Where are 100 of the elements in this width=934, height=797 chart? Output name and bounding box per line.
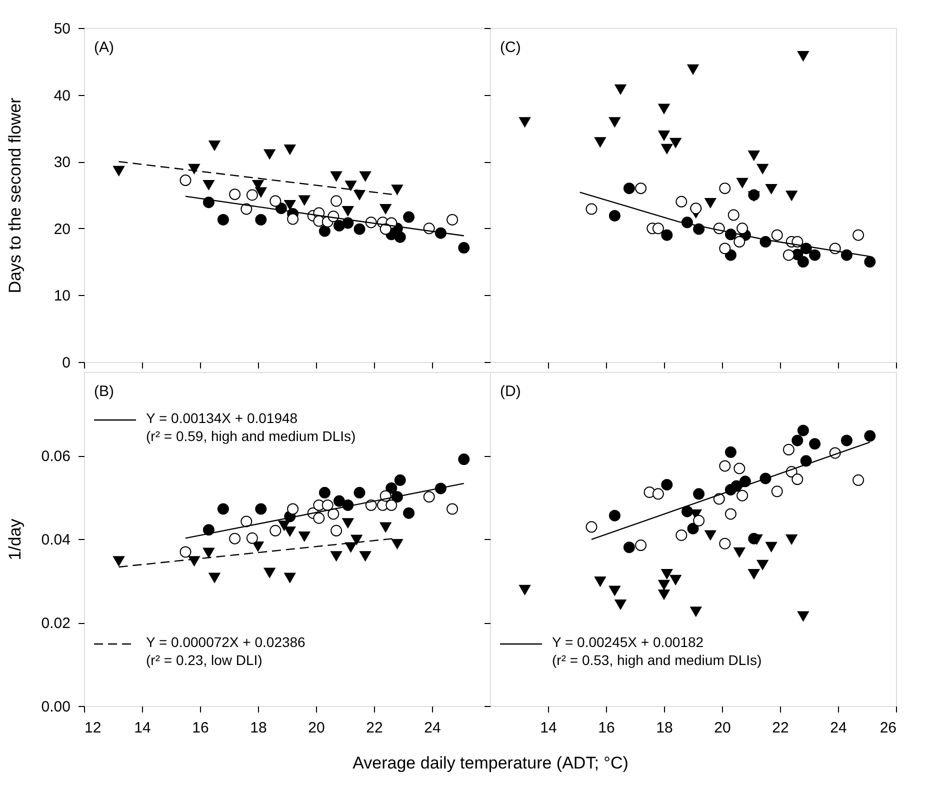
point bbox=[246, 532, 258, 544]
point bbox=[748, 569, 760, 580]
point bbox=[748, 532, 760, 544]
point bbox=[394, 231, 406, 243]
x-tick-label: 18 bbox=[250, 720, 267, 736]
y-tick-label: 50 bbox=[54, 20, 70, 38]
point bbox=[386, 482, 398, 494]
point bbox=[380, 204, 392, 214]
point bbox=[652, 488, 664, 500]
y-tick-label: 0.00 bbox=[41, 698, 70, 716]
point bbox=[298, 531, 310, 542]
point bbox=[734, 236, 746, 248]
y-tick-label: 0.06 bbox=[41, 448, 70, 465]
point bbox=[690, 606, 702, 617]
point bbox=[345, 180, 357, 191]
point bbox=[736, 490, 748, 502]
point bbox=[298, 195, 310, 206]
point bbox=[330, 551, 342, 562]
point bbox=[423, 491, 435, 503]
annotation: (D) bbox=[500, 383, 521, 400]
point bbox=[458, 242, 470, 254]
point bbox=[208, 572, 220, 583]
point bbox=[719, 182, 731, 194]
point bbox=[693, 488, 705, 500]
point bbox=[278, 520, 290, 531]
point bbox=[350, 534, 362, 545]
annotation: (B) bbox=[94, 383, 114, 400]
point bbox=[386, 499, 398, 511]
point bbox=[782, 444, 794, 456]
point bbox=[446, 214, 458, 226]
point bbox=[188, 164, 200, 174]
point bbox=[623, 542, 635, 554]
point bbox=[670, 138, 682, 148]
x-tick-label: 24 bbox=[424, 720, 441, 736]
point bbox=[800, 455, 812, 467]
point bbox=[342, 206, 354, 216]
point bbox=[724, 508, 736, 520]
point bbox=[608, 117, 620, 128]
point bbox=[635, 540, 647, 551]
point bbox=[217, 503, 229, 515]
point bbox=[608, 210, 620, 222]
point bbox=[240, 203, 252, 215]
point bbox=[240, 516, 252, 528]
annotation: (A) bbox=[94, 39, 114, 56]
point bbox=[661, 229, 673, 241]
point bbox=[594, 576, 606, 587]
x-tick-label: 26 bbox=[880, 720, 896, 736]
x-axis-title: Average daily temperature (ADT; °C) bbox=[352, 754, 628, 772]
point bbox=[287, 503, 299, 515]
y-tick-label: 0.04 bbox=[41, 532, 70, 548]
point bbox=[229, 532, 241, 544]
x-tick-label: 20 bbox=[714, 720, 731, 736]
point bbox=[264, 568, 276, 578]
point bbox=[736, 222, 748, 234]
point bbox=[670, 574, 682, 585]
x-tick-label: 22 bbox=[366, 720, 383, 736]
point bbox=[756, 560, 768, 570]
point bbox=[403, 211, 415, 223]
point bbox=[736, 178, 748, 188]
point bbox=[771, 486, 783, 498]
point bbox=[217, 214, 229, 226]
point bbox=[446, 503, 458, 515]
point bbox=[264, 149, 276, 160]
y-tick-label: 0 bbox=[62, 354, 70, 372]
point bbox=[284, 572, 296, 583]
point bbox=[594, 137, 606, 148]
point bbox=[113, 556, 125, 566]
legend-label: Y = 0.00245X + 0.00182 (r² = 0.53, high and medium DLIs) bbox=[552, 634, 762, 668]
point bbox=[180, 174, 192, 186]
legend-label: Y = 0.00134X + 0.01948 (r² = 0.59, high and medium DLIs) bbox=[146, 410, 356, 444]
point bbox=[380, 223, 392, 235]
point bbox=[391, 538, 403, 550]
point bbox=[704, 198, 716, 208]
point bbox=[687, 522, 699, 534]
point bbox=[786, 534, 798, 544]
point bbox=[394, 474, 406, 486]
point bbox=[864, 430, 876, 442]
point bbox=[614, 84, 626, 94]
point bbox=[658, 580, 670, 590]
x-tick-label: 16 bbox=[192, 720, 209, 736]
point bbox=[661, 569, 673, 580]
y-tick-label: 30 bbox=[54, 154, 70, 172]
point bbox=[284, 144, 296, 155]
point bbox=[687, 64, 699, 74]
point bbox=[766, 184, 778, 194]
point bbox=[809, 438, 821, 450]
point bbox=[519, 117, 531, 128]
point bbox=[284, 526, 296, 537]
point bbox=[328, 508, 340, 520]
point bbox=[652, 222, 664, 234]
point bbox=[113, 166, 125, 176]
point bbox=[458, 454, 470, 465]
point bbox=[693, 514, 705, 526]
point bbox=[661, 478, 673, 490]
point bbox=[782, 249, 794, 261]
y-axis-title: 1/day bbox=[6, 518, 24, 560]
point bbox=[704, 530, 716, 540]
point bbox=[748, 150, 760, 161]
x-tick-label: 16 bbox=[598, 720, 615, 736]
point bbox=[586, 203, 598, 215]
